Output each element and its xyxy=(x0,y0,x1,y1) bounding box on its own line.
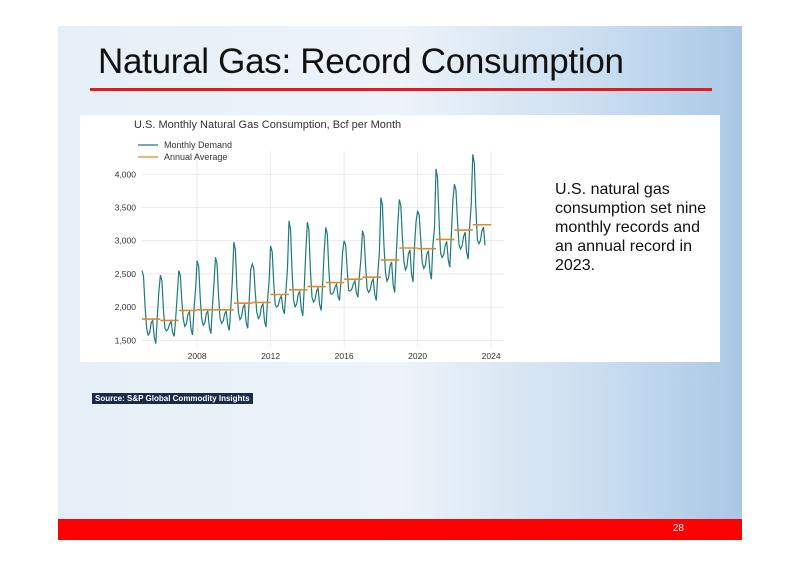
consumption-chart: U.S. Monthly Natural Gas Consumption, Bc… xyxy=(115,119,504,361)
legend-monthly-label: Monthly Demand xyxy=(164,140,232,150)
gridlines xyxy=(142,151,504,347)
page-number: 28 xyxy=(672,523,684,534)
x-tick-label: 2008 xyxy=(188,351,207,361)
y-tick-label: 2,500 xyxy=(115,269,137,279)
title-underline xyxy=(90,88,712,91)
footer-bar: 28 xyxy=(58,519,742,540)
x-tick-label: 2012 xyxy=(261,351,280,361)
annual-average-steps xyxy=(142,223,492,322)
x-axis-ticks: 2008 2012 2016 2020 2024 xyxy=(188,351,501,361)
monthly-demand-line xyxy=(141,154,486,344)
callout-text: U.S. natural gas consumption set nine mo… xyxy=(555,181,707,274)
y-axis-ticks: 1,500 2,000 2,500 3,000 3,500 4,000 xyxy=(115,169,137,345)
source-label: Source: S&P Global Commodity Insights xyxy=(92,393,253,404)
y-tick-label: 2,000 xyxy=(115,302,137,312)
y-tick-label: 4,000 xyxy=(115,169,137,179)
y-tick-label: 3,000 xyxy=(115,236,137,246)
slide-title: Natural Gas: Record Consumption xyxy=(98,42,624,81)
x-tick-label: 2020 xyxy=(408,351,427,361)
chart-title: U.S. Monthly Natural Gas Consumption, Bc… xyxy=(134,119,401,131)
x-tick-label: 2024 xyxy=(482,351,501,361)
chart-panel: U.S. Monthly Natural Gas Consumption, Bc… xyxy=(80,115,720,362)
slide: Natural Gas: Record Consumption U.S. Mon… xyxy=(58,26,742,540)
y-tick-label: 1,500 xyxy=(115,335,137,345)
x-tick-label: 2016 xyxy=(335,351,354,361)
legend-annual-label: Annual Average xyxy=(164,152,227,162)
legend: Monthly Demand Annual Average xyxy=(138,140,232,162)
y-tick-label: 3,500 xyxy=(115,202,137,212)
